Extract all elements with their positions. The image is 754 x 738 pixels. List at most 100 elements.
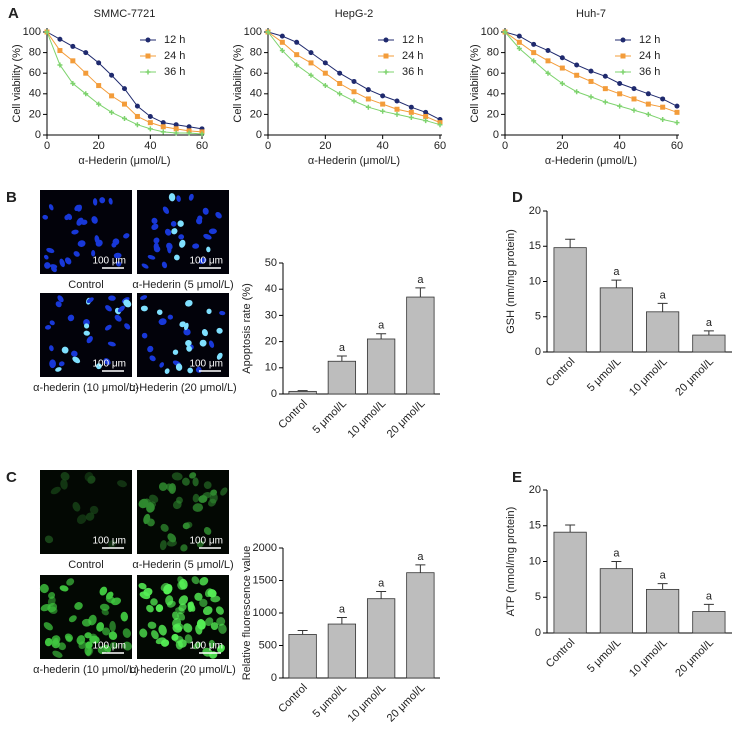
cell [46, 247, 55, 254]
cells [45, 295, 132, 372]
cell [122, 641, 132, 651]
cell [196, 540, 205, 548]
cell [49, 320, 55, 326]
marker [531, 41, 537, 47]
cells [141, 193, 222, 269]
marker [96, 101, 102, 107]
cell [166, 483, 174, 492]
y-axis-label: ATP (nmol/mg protein) [505, 507, 517, 617]
cell [216, 644, 225, 653]
cell [172, 611, 179, 620]
marker [502, 29, 508, 35]
cell [188, 193, 194, 201]
cell [105, 305, 112, 312]
cell [202, 606, 213, 616]
cell [139, 628, 148, 638]
cell [166, 600, 176, 608]
significance-label: a [706, 590, 713, 602]
cell [151, 217, 158, 224]
cell [160, 582, 170, 592]
cell [140, 295, 148, 300]
marker [57, 36, 63, 42]
cell [194, 592, 203, 601]
cell [52, 650, 63, 658]
cell [108, 295, 116, 301]
marker [383, 53, 389, 59]
cell [66, 578, 75, 586]
cells [42, 197, 130, 273]
marker [645, 91, 651, 97]
image-caption: α-Hederin (20 μmol/L) [129, 382, 236, 394]
cell [151, 223, 159, 231]
marker [545, 48, 551, 54]
cell [123, 299, 132, 308]
bar [366, 338, 396, 395]
error-bar [657, 583, 668, 590]
cell [50, 264, 58, 269]
bar [553, 247, 587, 353]
bar [692, 611, 726, 634]
cell [206, 308, 212, 315]
cells [138, 472, 228, 552]
marker [365, 104, 371, 110]
cell [193, 641, 202, 650]
y-axis-label: Apoptosis rate (%) [241, 283, 253, 373]
cell [45, 325, 52, 330]
marker [437, 122, 443, 128]
marker [308, 60, 314, 66]
marker [279, 39, 285, 45]
cell [49, 359, 56, 369]
scale-bar-label: 100 μm [189, 359, 223, 370]
cell [162, 206, 170, 214]
marker [145, 53, 151, 59]
cell [116, 261, 122, 267]
cell [202, 207, 209, 215]
cell [160, 523, 169, 532]
cell [158, 482, 168, 491]
cell [117, 480, 127, 488]
y-tick-label: 0 [256, 129, 262, 141]
marker [70, 81, 76, 86]
cell [43, 254, 49, 260]
scale-bar-label: 100 μm [92, 536, 126, 547]
cell [71, 229, 79, 235]
marker [617, 103, 623, 109]
cell [111, 597, 122, 606]
y-tick-label: 40 [250, 88, 262, 100]
x-tick-label: 20 μmol/L [673, 637, 716, 680]
marker [531, 58, 537, 64]
x-axis-label: α-Hederin (μmol/L) [78, 155, 170, 167]
y-tick-label: 30 [265, 309, 277, 321]
marker [57, 48, 63, 54]
y-tick-label: 0 [535, 346, 541, 358]
cell [175, 363, 183, 371]
y-tick-label: 20 [250, 108, 262, 120]
cell [191, 576, 200, 585]
x-tick-label: 0 [44, 140, 50, 152]
error-bar [297, 390, 308, 392]
significance-label: a [378, 320, 385, 332]
marker [617, 91, 623, 97]
y-tick-label: 20 [265, 336, 277, 348]
marker [337, 91, 343, 97]
cell [183, 328, 191, 336]
marker [109, 72, 115, 78]
marker [645, 111, 651, 117]
marker [559, 65, 565, 71]
cell [151, 630, 159, 640]
marker [134, 113, 140, 119]
error-bar [565, 238, 576, 248]
cell [92, 198, 98, 206]
y-tick-label: 1000 [253, 607, 277, 619]
marker [173, 130, 179, 136]
marker [380, 101, 386, 107]
cell [199, 598, 208, 607]
cell [72, 356, 81, 364]
bar [288, 634, 317, 679]
y-tick-label: 0 [271, 388, 277, 400]
cell [204, 588, 213, 598]
cell [83, 323, 90, 329]
cell [88, 614, 97, 626]
cell [146, 518, 155, 527]
cell [167, 245, 172, 254]
